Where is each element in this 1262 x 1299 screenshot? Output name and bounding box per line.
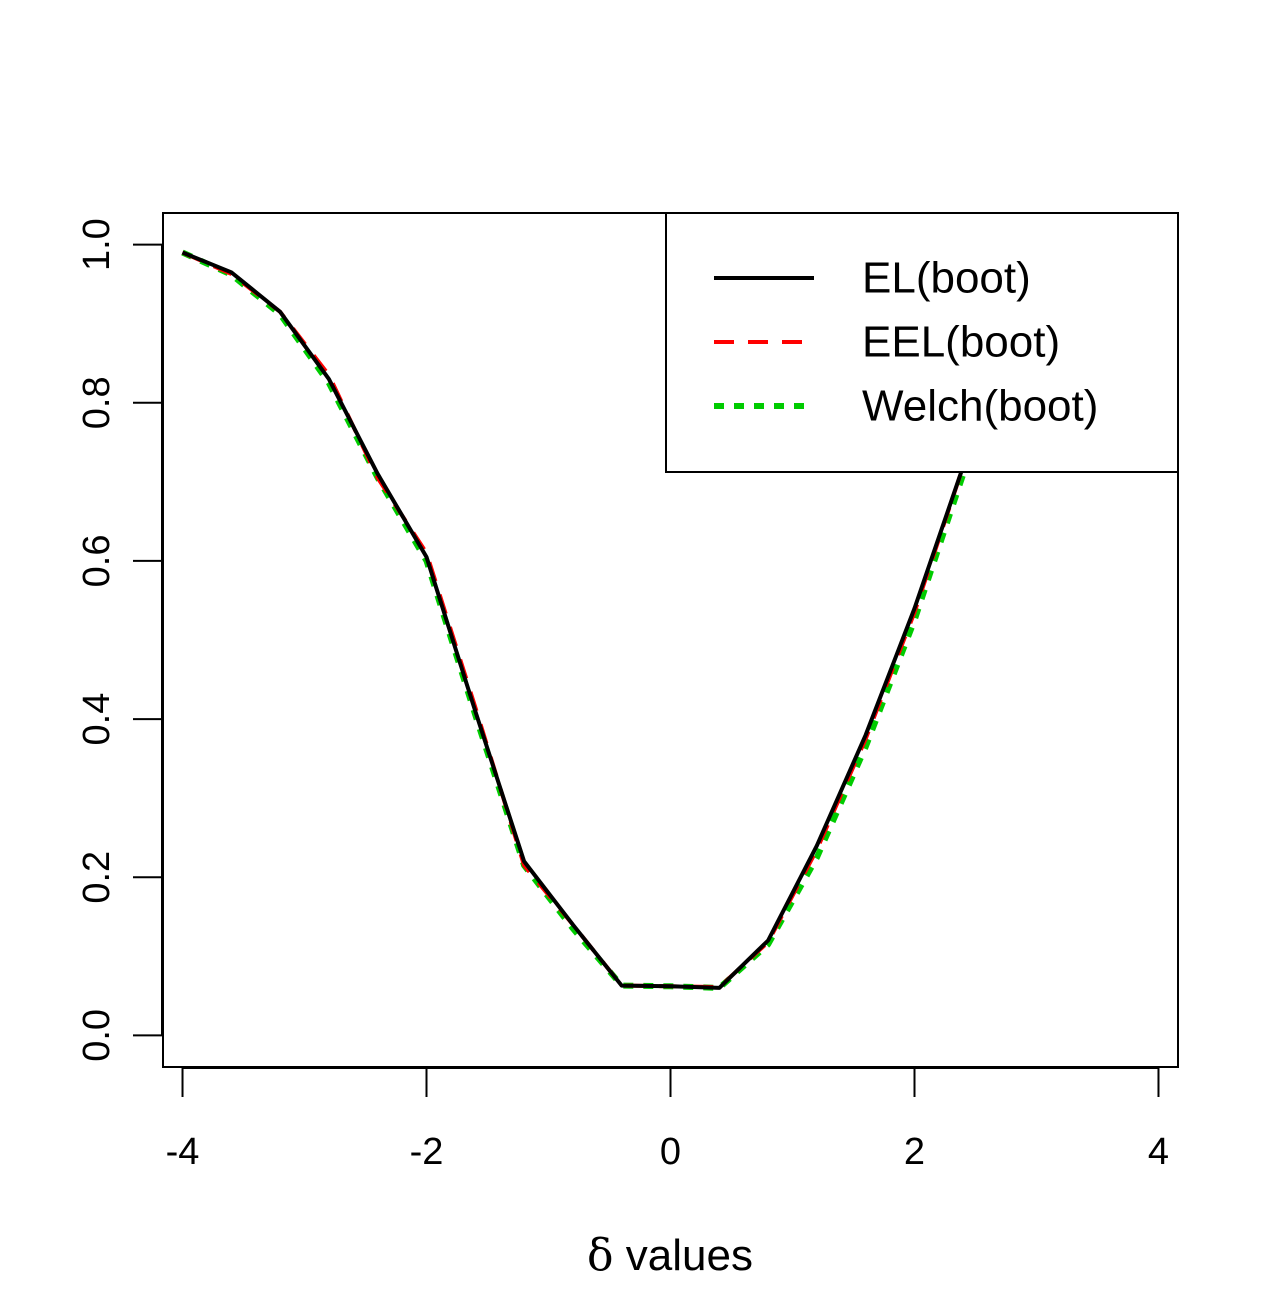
y-tick-label: 0.0 (76, 1009, 118, 1062)
x-axis-title: δ values (587, 1230, 753, 1281)
y-tick-label: 0.8 (76, 376, 118, 429)
y-tick-label: 0.6 (76, 535, 118, 588)
y-tick-label: 0.2 (76, 851, 118, 904)
x-tick-label: -2 (410, 1131, 444, 1173)
x-tick-label: -4 (166, 1131, 200, 1173)
legend-label: EEL(boot) (862, 318, 1060, 367)
y-axis: 0.0 0.2 0.4 0.6 0.8 1.0 (76, 218, 163, 1062)
x-axis: -4 -2 0 2 4 (166, 1067, 1169, 1173)
series-layer (181, 249, 1015, 991)
series-line (181, 250, 1014, 990)
x-axis-title-text: values (626, 1231, 753, 1280)
x-axis-title-symbol: δ (587, 1230, 614, 1281)
x-tick-label: 2 (904, 1131, 925, 1173)
legend-label: EL(boot) (862, 254, 1031, 303)
y-tick-label: 1.0 (76, 218, 118, 271)
x-tick-label: 0 (660, 1131, 681, 1173)
x-tick-label: 4 (1148, 1131, 1169, 1173)
legend: EL(boot) EEL(boot) Welch(boot) (665, 212, 1179, 473)
y-tick-label: 0.4 (76, 693, 118, 746)
legend-label: Welch(boot) (862, 382, 1098, 431)
